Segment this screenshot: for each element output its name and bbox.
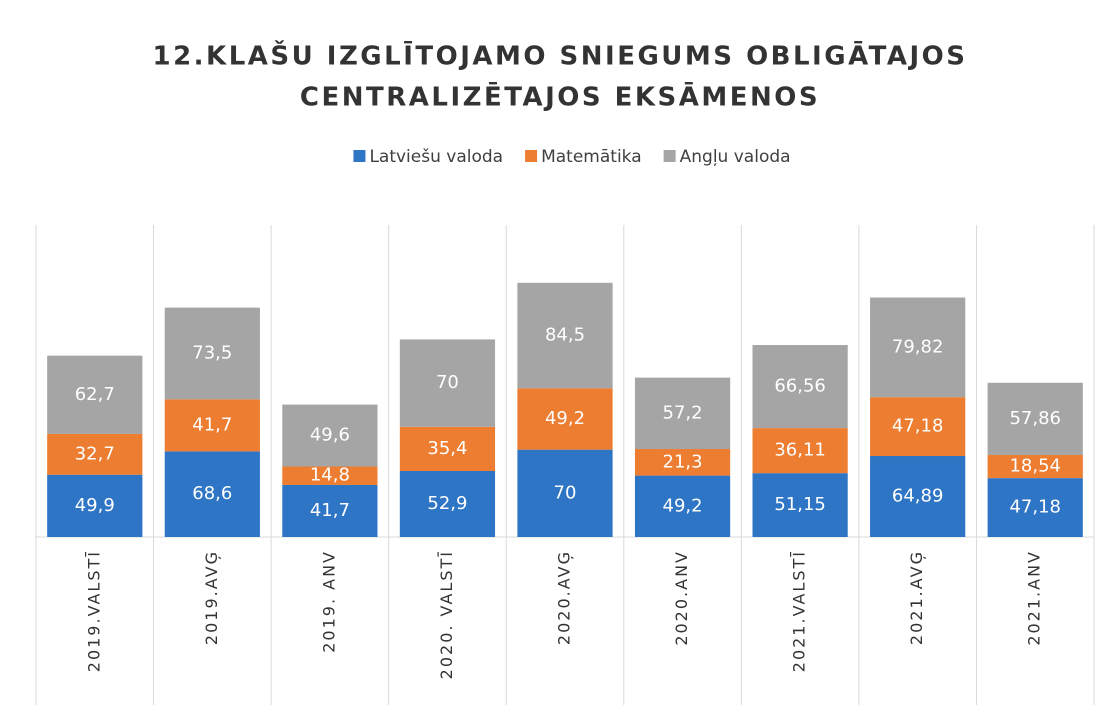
data-label: 47,18 (1009, 497, 1061, 518)
data-label: 49,2 (663, 495, 703, 516)
data-label: 70 (436, 372, 459, 393)
bar-segment (47, 474, 143, 537)
x-tick-label: 2019.VALSTĪ (84, 550, 103, 672)
bar-segment (517, 282, 613, 389)
bar-segment (164, 451, 260, 537)
x-tick-label: 2020.AVĢ (555, 550, 574, 645)
data-label: 57,86 (1009, 408, 1061, 429)
data-label: 84,5 (545, 325, 585, 346)
data-label: 21,3 (663, 451, 703, 472)
legend-label: Angļu valoda (680, 147, 791, 167)
data-label: 47,18 (892, 416, 944, 437)
bar-segment (282, 404, 378, 467)
bar-segment (752, 428, 848, 474)
data-label: 41,7 (192, 414, 232, 435)
bar-segment (752, 473, 848, 537)
x-tick-label: 2021.AVĢ (907, 550, 926, 645)
legend-swatch (525, 150, 538, 162)
data-label: 68,6 (192, 483, 232, 504)
data-label: 49,2 (545, 408, 585, 429)
bar-segment (399, 470, 496, 537)
bar-segment (987, 454, 1083, 479)
chart-title: CENTRALIZĒTAJOS EKSĀMENOS (300, 81, 820, 113)
data-label: 36,11 (774, 440, 826, 461)
bar-segment (870, 456, 966, 537)
bar-segment (47, 355, 143, 434)
data-label: 70 (554, 482, 577, 503)
data-label: 64,89 (892, 486, 944, 507)
legend-label: Matemātika (541, 147, 642, 167)
data-label: 49,6 (310, 425, 350, 446)
data-label: 18,54 (1009, 456, 1061, 477)
x-tick-label: 2020. VALSTĪ (437, 550, 456, 679)
bar-segment (282, 466, 378, 485)
data-label: 79,82 (892, 336, 944, 357)
bar-segment (164, 307, 260, 400)
bar-segment (517, 449, 613, 537)
chart-title: 12.KLAŠU IZGLĪTOJAMO SNIEGUMS OBLIGĀTAJO… (152, 40, 967, 72)
data-label: 32,7 (75, 443, 115, 464)
x-tick-label: 2021.VALSTĪ (790, 550, 809, 672)
data-label: 49,9 (75, 495, 115, 516)
data-label: 14,8 (310, 465, 350, 486)
legend-swatch (353, 150, 366, 162)
data-label: 73,5 (192, 342, 232, 363)
bar-segment (164, 399, 260, 452)
x-tick-label: 2019.AVĢ (202, 550, 221, 645)
x-tick-label: 2021.ANV (1025, 550, 1044, 646)
bar-segment (870, 397, 966, 457)
bar-segment (399, 426, 496, 471)
data-label: 52,9 (427, 493, 467, 514)
data-label: 35,4 (427, 438, 467, 459)
bar-segment (634, 449, 731, 476)
bar-segment (870, 297, 966, 398)
bar-segment (634, 475, 731, 537)
legend-swatch (663, 150, 676, 162)
bar-segment (47, 433, 143, 475)
x-tick-label: 2020.ANV (672, 550, 691, 646)
bar-segment (987, 478, 1083, 537)
bar-segment (399, 339, 496, 427)
bar-segment (517, 388, 613, 450)
data-label: 62,7 (75, 384, 115, 405)
bar-segment (987, 382, 1083, 455)
data-label: 51,15 (774, 494, 826, 515)
data-label: 57,2 (663, 402, 703, 423)
bar-segment (282, 484, 378, 537)
data-label: 66,56 (774, 376, 826, 397)
x-tick-label: 2019. ANV (319, 550, 338, 653)
bar-segment (752, 345, 848, 429)
bar-segment (634, 377, 731, 450)
legend-label: Latviešu valoda (369, 147, 503, 167)
data-label: 41,7 (310, 500, 350, 521)
